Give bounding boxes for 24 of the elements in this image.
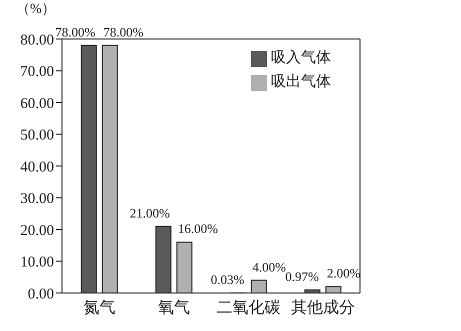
data-label: 16.00% [178,221,218,236]
y-tick-label: 20.00 [20,222,54,239]
x-tick-label: 二氧化碳 [216,298,280,316]
x-tick-label: 氮气 [83,299,116,316]
data-label: 2.00% [326,266,361,281]
data-label: 21.00% [130,205,170,220]
y-tick-label: 60.00 [20,96,54,112]
y-tick-label: 10.00 [20,254,54,271]
data-label: 4.00% [252,259,286,274]
y-axis-title: （%） [16,1,56,18]
y-tick-label: 80.00 [20,32,54,48]
y-tick-label: 40.00 [20,159,54,176]
legend-label: 吸入气体 [271,50,331,66]
legend-label: 吸出气体 [271,74,331,90]
y-tick-label: 0.00 [28,286,54,302]
x-tick-label: 其他成分 [290,298,355,316]
y-tick-label: 30.00 [20,191,54,208]
data-label: 78.00% [103,24,144,40]
data-label: 78.00% [55,24,96,40]
y-tick-label: 70.00 [20,64,54,80]
data-label: 0.97% [285,268,320,284]
data-label: 0.03% [210,272,245,287]
x-tick-label: 氧气 [158,299,190,316]
y-tick-label: 50.00 [20,128,54,144]
